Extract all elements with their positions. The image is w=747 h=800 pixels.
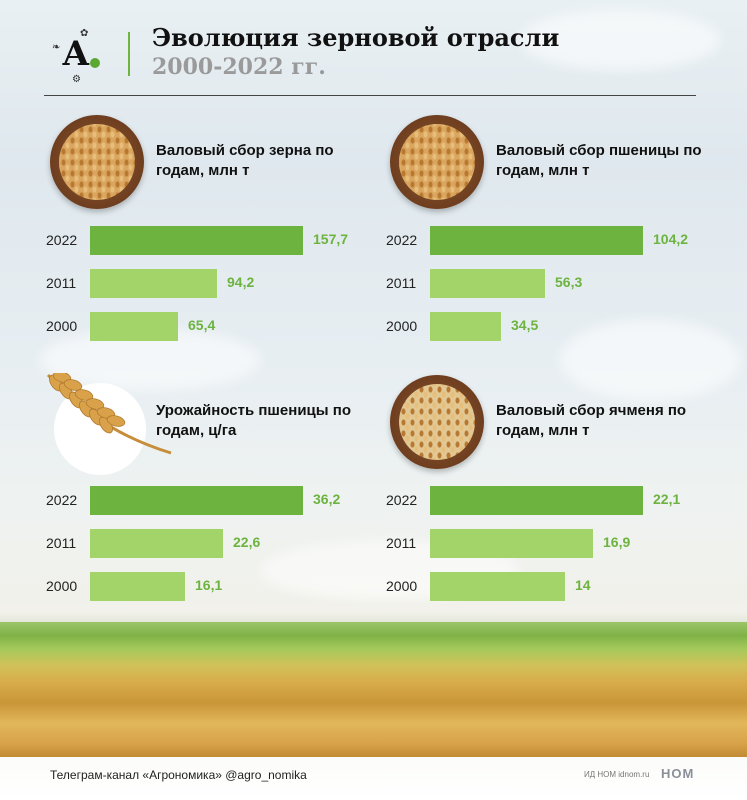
bar-2011 xyxy=(430,529,593,558)
bar-label-2011: 2011 xyxy=(386,275,417,291)
bar-2011 xyxy=(430,269,545,298)
wheat-field-image xyxy=(0,622,747,757)
bar-2000 xyxy=(430,572,565,601)
header-divider xyxy=(128,32,130,76)
bar-2022 xyxy=(90,226,303,255)
bar-value-2000: 14 xyxy=(575,577,591,593)
bar-value-2011: 94,2 xyxy=(227,274,255,290)
bar-label-2000: 2000 xyxy=(46,318,78,334)
bar-value-2000: 65,4 xyxy=(188,317,216,333)
chart-panel-grain: Валовый сбор зерна по годам, млн т 2022 1… xyxy=(46,115,370,345)
bar-value-2022: 22,1 xyxy=(653,491,681,507)
bar-label-2011: 2011 xyxy=(46,535,77,551)
footer-channel: Телеграм-канал «Агрономика» @agro_nomika xyxy=(50,768,307,782)
cloud xyxy=(560,320,740,400)
bar-2022 xyxy=(430,226,643,255)
page-subtitle: 2000-2022 гг. xyxy=(152,54,326,80)
bar-label-2022: 2022 xyxy=(46,232,78,248)
bar-2022 xyxy=(90,486,303,515)
bar-label-2000: 2000 xyxy=(386,318,418,334)
bar-label-2022: 2022 xyxy=(386,492,418,508)
bar-value-2022: 104,2 xyxy=(653,231,689,247)
footer-brand-logo: НОМ xyxy=(661,766,695,781)
bar-2000 xyxy=(90,312,178,341)
grain-bowl-icon xyxy=(390,115,484,209)
bar-2011 xyxy=(90,269,217,298)
page-title: Эволюция зерновой отрасли xyxy=(152,23,560,52)
bar-label-2022: 2022 xyxy=(386,232,418,248)
footer-publisher: ИД НОМ idnom.ru xyxy=(584,770,650,779)
bar-value-2000: 16,1 xyxy=(195,577,223,593)
bar-value-2000: 34,5 xyxy=(511,317,539,333)
header-rule xyxy=(44,95,696,96)
chart-title: Валовый сбор пшеницы по годам, млн т xyxy=(496,142,702,179)
bar-label-2011: 2011 xyxy=(386,535,417,551)
bar-2011 xyxy=(90,529,223,558)
chart-title: Валовый сбор зерна по годам, млн т xyxy=(156,142,334,179)
chart-title: Урожайность пшеницы по годам, ц/га xyxy=(156,402,351,439)
bar-value-2022: 36,2 xyxy=(313,491,341,507)
bar-label-2000: 2000 xyxy=(386,578,418,594)
logo-letter: А xyxy=(62,34,90,74)
bar-value-2011: 16,9 xyxy=(603,534,631,550)
bar-2022 xyxy=(430,486,643,515)
cloud xyxy=(520,10,720,70)
bar-label-2011: 2011 xyxy=(46,275,77,291)
agronomika-logo: ❧ ✿ ⚙ А xyxy=(44,28,104,88)
bar-value-2011: 56,3 xyxy=(555,274,583,290)
bar-2000 xyxy=(430,312,501,341)
chart-title: Валовый сбор ячменя по годам, млн т xyxy=(496,402,687,439)
bar-label-2000: 2000 xyxy=(46,578,78,594)
barley-bowl-icon xyxy=(390,375,484,469)
chart-panel-barley: Валовый сбор ячменя по годам, млн т 2022… xyxy=(386,375,710,605)
chart-panel-wheat: Валовый сбор пшеницы по годам, млн т 202… xyxy=(386,115,710,345)
logo-dot xyxy=(90,58,100,68)
bar-label-2022: 2022 xyxy=(46,492,78,508)
bar-value-2022: 157,7 xyxy=(313,231,349,247)
chart-panel-wheat-yield: Урожайность пшеницы по годам, ц/га 2022 3… xyxy=(46,373,370,605)
bar-value-2011: 22,6 xyxy=(233,534,261,550)
bar-2000 xyxy=(90,572,185,601)
wheat-ear-icon xyxy=(46,373,172,475)
grain-bowl-icon xyxy=(50,115,144,209)
